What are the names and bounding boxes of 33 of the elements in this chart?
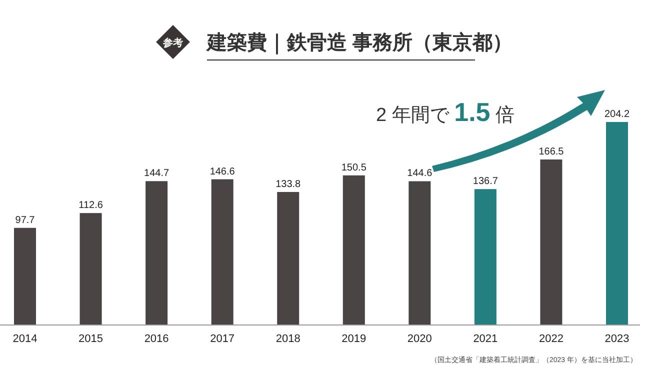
chart-title: 建築費｜鉄骨造 事務所（東京都） xyxy=(205,31,513,55)
data-label: 97.7 xyxy=(15,214,36,226)
bar xyxy=(211,179,234,325)
bar xyxy=(146,181,168,325)
x-tick-label: 2014 xyxy=(12,333,38,345)
data-label: 150.5 xyxy=(341,162,367,174)
text: 参考 xyxy=(162,37,183,49)
bar xyxy=(80,213,102,325)
bar xyxy=(606,122,628,325)
x-tick-label: 2022 xyxy=(538,333,564,345)
data-label: 136.7 xyxy=(472,176,498,188)
x-tick-label: 2016 xyxy=(144,333,169,345)
data-label: 166.5 xyxy=(538,146,564,158)
annotation: 2 年間で 1.5 倍 xyxy=(376,97,515,127)
data-label: 144.7 xyxy=(144,168,170,180)
bar xyxy=(408,181,431,325)
bar xyxy=(277,192,300,325)
data-label: 112.6 xyxy=(78,200,104,212)
data-label: 204.2 xyxy=(604,109,630,120)
x-tick-label: 2021 xyxy=(473,333,498,345)
bar xyxy=(342,175,365,325)
bar xyxy=(540,159,562,325)
data-label: 133.8 xyxy=(276,178,302,190)
x-tick-label: 2023 xyxy=(604,333,630,345)
x-tick-label: 2018 xyxy=(276,333,300,345)
x-tick-label: 2017 xyxy=(210,333,235,345)
data-label: 146.6 xyxy=(210,166,236,178)
x-tick-label: 2019 xyxy=(342,333,366,345)
x-tick-label: 2015 xyxy=(78,333,104,345)
bar xyxy=(474,189,496,325)
data-label: 144.6 xyxy=(407,168,433,180)
bar xyxy=(14,228,36,325)
x-tick-label: 2020 xyxy=(407,333,432,345)
